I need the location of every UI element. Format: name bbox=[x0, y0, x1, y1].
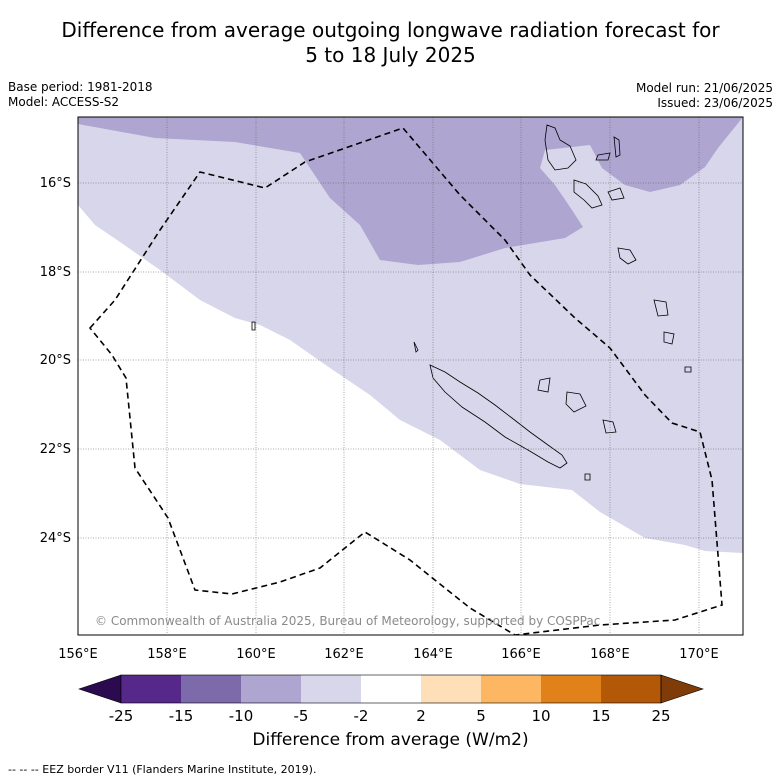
island-new-caledonia bbox=[429, 364, 568, 469]
colorbar-extension-high bbox=[660, 674, 704, 704]
lon-tick-164: 164°E bbox=[413, 647, 453, 662]
model-label: Model: ACCESS-S2 bbox=[8, 95, 120, 109]
colorbar-bin-7 bbox=[541, 675, 601, 703]
lat-tick-labels: 16°S 18°S 20°S 22°S 24°S bbox=[40, 176, 71, 546]
colorbar-tick-label: -2 bbox=[354, 707, 369, 725]
colorbar-tick-label: -10 bbox=[229, 707, 254, 725]
islands bbox=[251, 124, 692, 481]
lon-tick-labels: 156°E 158°E 160°E 162°E 164°E 166°E 168°… bbox=[58, 647, 719, 662]
island-matthew bbox=[653, 299, 669, 317]
map-frame bbox=[77, 116, 744, 636]
colorbar-frame bbox=[120, 674, 662, 704]
colorbar-tick-label: 2 bbox=[416, 707, 426, 725]
model-run-label: Model run: 21/06/2025 bbox=[635, 81, 773, 95]
lat-tick-20: 20°S bbox=[40, 353, 71, 368]
island-small-east bbox=[684, 366, 692, 373]
lon-tick-156: 156°E bbox=[58, 647, 98, 662]
colorbar: -25 -15 -10 -5 -2 2 5 10 15 25 bbox=[78, 674, 704, 725]
colorbar-tick-label: 10 bbox=[531, 707, 550, 725]
colorbar-bin-6 bbox=[481, 675, 541, 703]
colorbar-tick-label: 5 bbox=[476, 707, 486, 725]
colorbar-bin-5 bbox=[421, 675, 481, 703]
lon-tick-160: 160°E bbox=[236, 647, 276, 662]
island-hunter bbox=[663, 331, 675, 345]
island-efate bbox=[607, 187, 625, 201]
lat-tick-24: 24°S bbox=[40, 531, 71, 546]
colorbar-tick-label: -25 bbox=[109, 707, 134, 725]
title-line-1: Difference from average outgoing longwav… bbox=[61, 18, 720, 42]
island-espiritu-santo bbox=[544, 124, 577, 171]
lat-tick-18: 18°S bbox=[40, 265, 71, 280]
island-belep bbox=[413, 341, 419, 353]
island-ouvea bbox=[602, 419, 617, 434]
island-ambae bbox=[595, 152, 611, 161]
lat-tick-16: 16°S bbox=[40, 176, 71, 191]
lon-tick-168: 168°E bbox=[590, 647, 630, 662]
colorbar-bin-4 bbox=[361, 675, 421, 703]
eez-legend-note: -- -- -- EEZ border V11 (Flanders Marine… bbox=[8, 763, 317, 776]
colorbar-bin-1 bbox=[181, 675, 241, 703]
colorbar-bin-0 bbox=[121, 675, 181, 703]
colorbar-bin-2 bbox=[241, 675, 301, 703]
eez-border bbox=[88, 127, 723, 635]
island-walpole bbox=[584, 473, 591, 481]
colorbar-tick-label: -15 bbox=[169, 707, 194, 725]
anomaly-band-medium bbox=[78, 117, 743, 265]
colorbar-bin-8 bbox=[601, 675, 661, 703]
island-malakula bbox=[573, 179, 603, 209]
map-plot-area bbox=[78, 117, 743, 635]
title-line-2: 5 to 18 July 2025 bbox=[305, 43, 476, 67]
colorbar-tick-label: 25 bbox=[651, 707, 670, 725]
lat-tick-22: 22°S bbox=[40, 442, 71, 457]
colorbar-tick-label: -5 bbox=[294, 707, 309, 725]
copyright-notice: © Commonwealth of Australia 2025, Bureau… bbox=[95, 614, 601, 628]
island-lifou bbox=[537, 377, 551, 393]
base-period-label: Base period: 1981-2018 bbox=[8, 80, 153, 94]
colorbar-title: Difference from average (W/m2) bbox=[252, 730, 529, 750]
lon-tick-166: 166°E bbox=[501, 647, 541, 662]
lon-tick-170: 170°E bbox=[679, 647, 719, 662]
colorbar-bin-3 bbox=[301, 675, 361, 703]
island-maewo bbox=[613, 136, 621, 158]
lon-tick-162: 162°E bbox=[324, 647, 364, 662]
island-mare bbox=[565, 391, 587, 413]
colorbar-tick-label: 15 bbox=[591, 707, 610, 725]
chart-title: Difference from average outgoing longwav… bbox=[0, 18, 781, 68]
island-erromango bbox=[617, 247, 637, 265]
meta-left: Base period: 1981-2018 Model: ACCESS-S2 bbox=[8, 80, 153, 110]
island-chesterfield bbox=[251, 321, 256, 331]
issued-label: Issued: 23/06/2025 bbox=[657, 96, 773, 110]
gridlines bbox=[78, 117, 743, 635]
colorbar-extension-low bbox=[78, 674, 122, 704]
lon-tick-158: 158°E bbox=[147, 647, 187, 662]
meta-right: Model run: 21/06/2025 Issued: 23/06/2025 bbox=[636, 81, 773, 111]
